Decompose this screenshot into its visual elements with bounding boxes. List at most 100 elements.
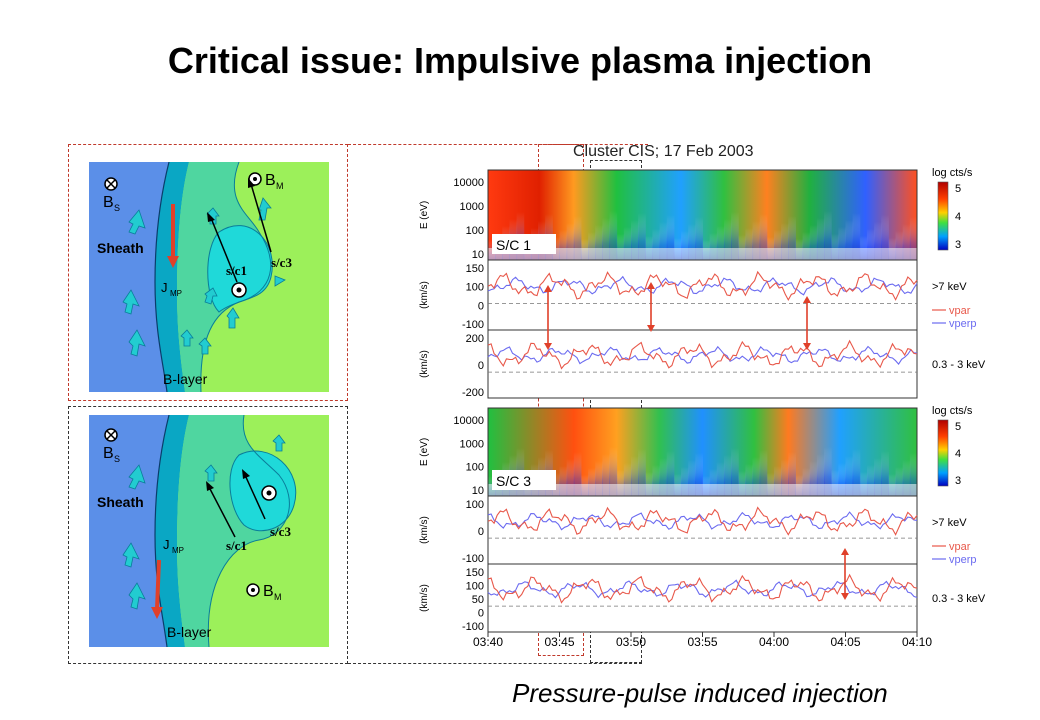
- sc1-spectrogram-band: [559, 230, 568, 260]
- sc3-spectrogram-band: [738, 471, 746, 496]
- sc3-spectrogram-band: [759, 450, 768, 496]
- b-m-label: B: [265, 172, 276, 189]
- event-arrow-1-head-bottom: [544, 343, 552, 350]
- sc3-spectrogram-band: [866, 465, 875, 496]
- sc3-spectrogram-band: [716, 462, 725, 496]
- sc3-v-high-legend-vperp: vperp: [949, 554, 977, 566]
- sc1-spectrogram-band: [852, 213, 861, 260]
- b-s-cross-icon: [104, 177, 118, 191]
- time-tick-label: 04:00: [759, 635, 789, 649]
- sc1-spectrogram-colorbar: [937, 181, 949, 251]
- sc1-spectrogram-ytick: 1000: [460, 201, 484, 213]
- jmp-sub: MP: [172, 546, 184, 555]
- time-tick-label: 03:40: [473, 635, 503, 649]
- jmp-sub: MP: [170, 289, 182, 298]
- sc1-spectrogram-band: [631, 220, 639, 260]
- b-m-label: B: [263, 583, 274, 600]
- b-s-cross-icon: [104, 428, 118, 442]
- sc1-spectrogram-band: [881, 215, 889, 260]
- sc3-spectrogram-band: [709, 469, 718, 496]
- sc3-spectrogram-band: [824, 447, 832, 496]
- sc3-v-low-ytick: 50: [472, 594, 484, 606]
- cluster-title: Cluster CIS; 17 Feb 2003: [573, 143, 754, 160]
- sc3-spectrogram-band: [774, 466, 782, 496]
- sc3-spectrogram-band: [816, 454, 825, 496]
- top-magnetopause-sketch: B S B M Sheath J MP B-layer s/c1 s/c3: [89, 162, 329, 392]
- sc1-v-low-vpar-line: [487, 339, 918, 370]
- sc3-spectrogram-band: [588, 468, 596, 496]
- sc1-v-low-frame: [487, 329, 918, 399]
- page-title: Critical issue: Impulsive plasma injecti…: [167, 40, 873, 81]
- sc1-spectrogram-band: [774, 230, 782, 260]
- sc1-spectrogram-colorbar-tick: 5: [955, 183, 961, 195]
- sc3-v-high-legend-vpar: vpar: [949, 541, 971, 553]
- sc1-v-low-energy-label: 0.3 - 3 keV: [932, 359, 986, 371]
- sc1-spectrogram-lowband: [488, 248, 917, 260]
- sc1-spectrogram-colorbar-label: log cts/s: [932, 167, 973, 179]
- sc1-spectrogram-ytick: 10000: [453, 177, 484, 189]
- sc3-spectrogram-band: [659, 458, 668, 496]
- sc1-spectrogram-band: [681, 231, 689, 260]
- sc3-v-high-frame: [487, 495, 918, 565]
- jmp-label: J: [163, 537, 170, 552]
- sc3-spectrogram-band: [623, 463, 632, 496]
- sc1-spectrogram-band: [866, 229, 875, 260]
- sc1-spectrogram-band: [623, 227, 632, 260]
- event-arrow-4-head-bottom: [841, 593, 849, 600]
- sc1-v-low-ytick: 0: [478, 360, 484, 372]
- sc3-spectrogram-band: [781, 459, 789, 496]
- sc1-v-high-ytick: 0: [478, 300, 484, 312]
- sc1-v-high-legend-vperp: vperp: [949, 318, 977, 330]
- sc3-spectrogram-band: [616, 470, 625, 496]
- sc1-spectrogram-band: [838, 227, 846, 260]
- sc3-v-high-vperp-line: [487, 511, 918, 531]
- sc3-spectrogram-band: [566, 459, 575, 496]
- sc1-spectrogram-ytick: 100: [466, 225, 484, 237]
- sc1-spectrogram-band: [788, 216, 796, 260]
- sc1-v-low-ylabel: (km/s): [419, 350, 430, 378]
- sc1-spectrogram-band: [652, 229, 661, 260]
- sc1-spectrogram-band: [816, 218, 825, 260]
- sc3-spectrogram-sc-box: [492, 470, 556, 490]
- sc3-spectrogram-colorbar-tick: 5: [955, 421, 961, 433]
- top-link-line: [348, 144, 648, 145]
- sc3-v-low-ytick: -100: [462, 621, 484, 633]
- jmp-label: J: [161, 280, 168, 295]
- sc1-spectrogram-colorbar-tick: 4: [955, 211, 961, 223]
- sc1-label: s/c1: [226, 538, 247, 553]
- b-s-label: B: [103, 445, 114, 462]
- sc3-spectrogram-colorbar: [937, 419, 949, 487]
- center-dot-icon: [261, 485, 277, 501]
- sc1-spectrogram-band: [659, 222, 668, 260]
- time-window-red: [538, 144, 584, 656]
- sc1-spectrogram-band: [609, 211, 618, 260]
- sc3-label: s/c3: [270, 524, 291, 539]
- sc1-spectrogram-band: [573, 216, 582, 260]
- blayer-label: B-layer: [167, 624, 212, 640]
- sc1-v-high-ylabel: (km/s): [419, 281, 430, 309]
- sc3-spectrogram-band: [688, 460, 696, 496]
- sc1-v-high-ytick: -100: [462, 319, 484, 331]
- sc3-v-high-energy-label: >7 keV: [932, 517, 967, 529]
- sc1-v-low-ytick: 200: [466, 333, 484, 345]
- event-arrow-3-head-bottom: [803, 343, 811, 350]
- sc1-spectrogram-band: [602, 218, 611, 260]
- sc3-spectrogram-band: [874, 458, 882, 496]
- sc3-v-high-vpar-line: [487, 506, 918, 536]
- sc1-spectrogram-band: [566, 223, 575, 260]
- sc1-spectrogram-colorbar-tick: 3: [955, 239, 961, 251]
- sc3-spectrogram-band: [681, 467, 689, 496]
- sc1-spectrogram-band: [809, 225, 818, 260]
- sc3-spectrogram-ytick: 100: [466, 462, 484, 474]
- sc1-spectrogram-band: [723, 219, 732, 260]
- sc3-spectrogram-band: [745, 464, 754, 496]
- time-tick-label: 03:55: [687, 635, 717, 649]
- sc3-spectrogram-band: [752, 457, 761, 496]
- sc3-spectrogram-band: [845, 456, 854, 496]
- sc3-spectrogram-band: [809, 461, 818, 496]
- time-tick-label: 04:10: [902, 635, 932, 649]
- sc1-spectrogram-sc-box: [492, 234, 556, 254]
- b-m-sub: M: [274, 592, 282, 602]
- sc3-spectrogram-sc-label: S/C 3: [496, 473, 531, 489]
- top-sketch-frame: [68, 144, 348, 401]
